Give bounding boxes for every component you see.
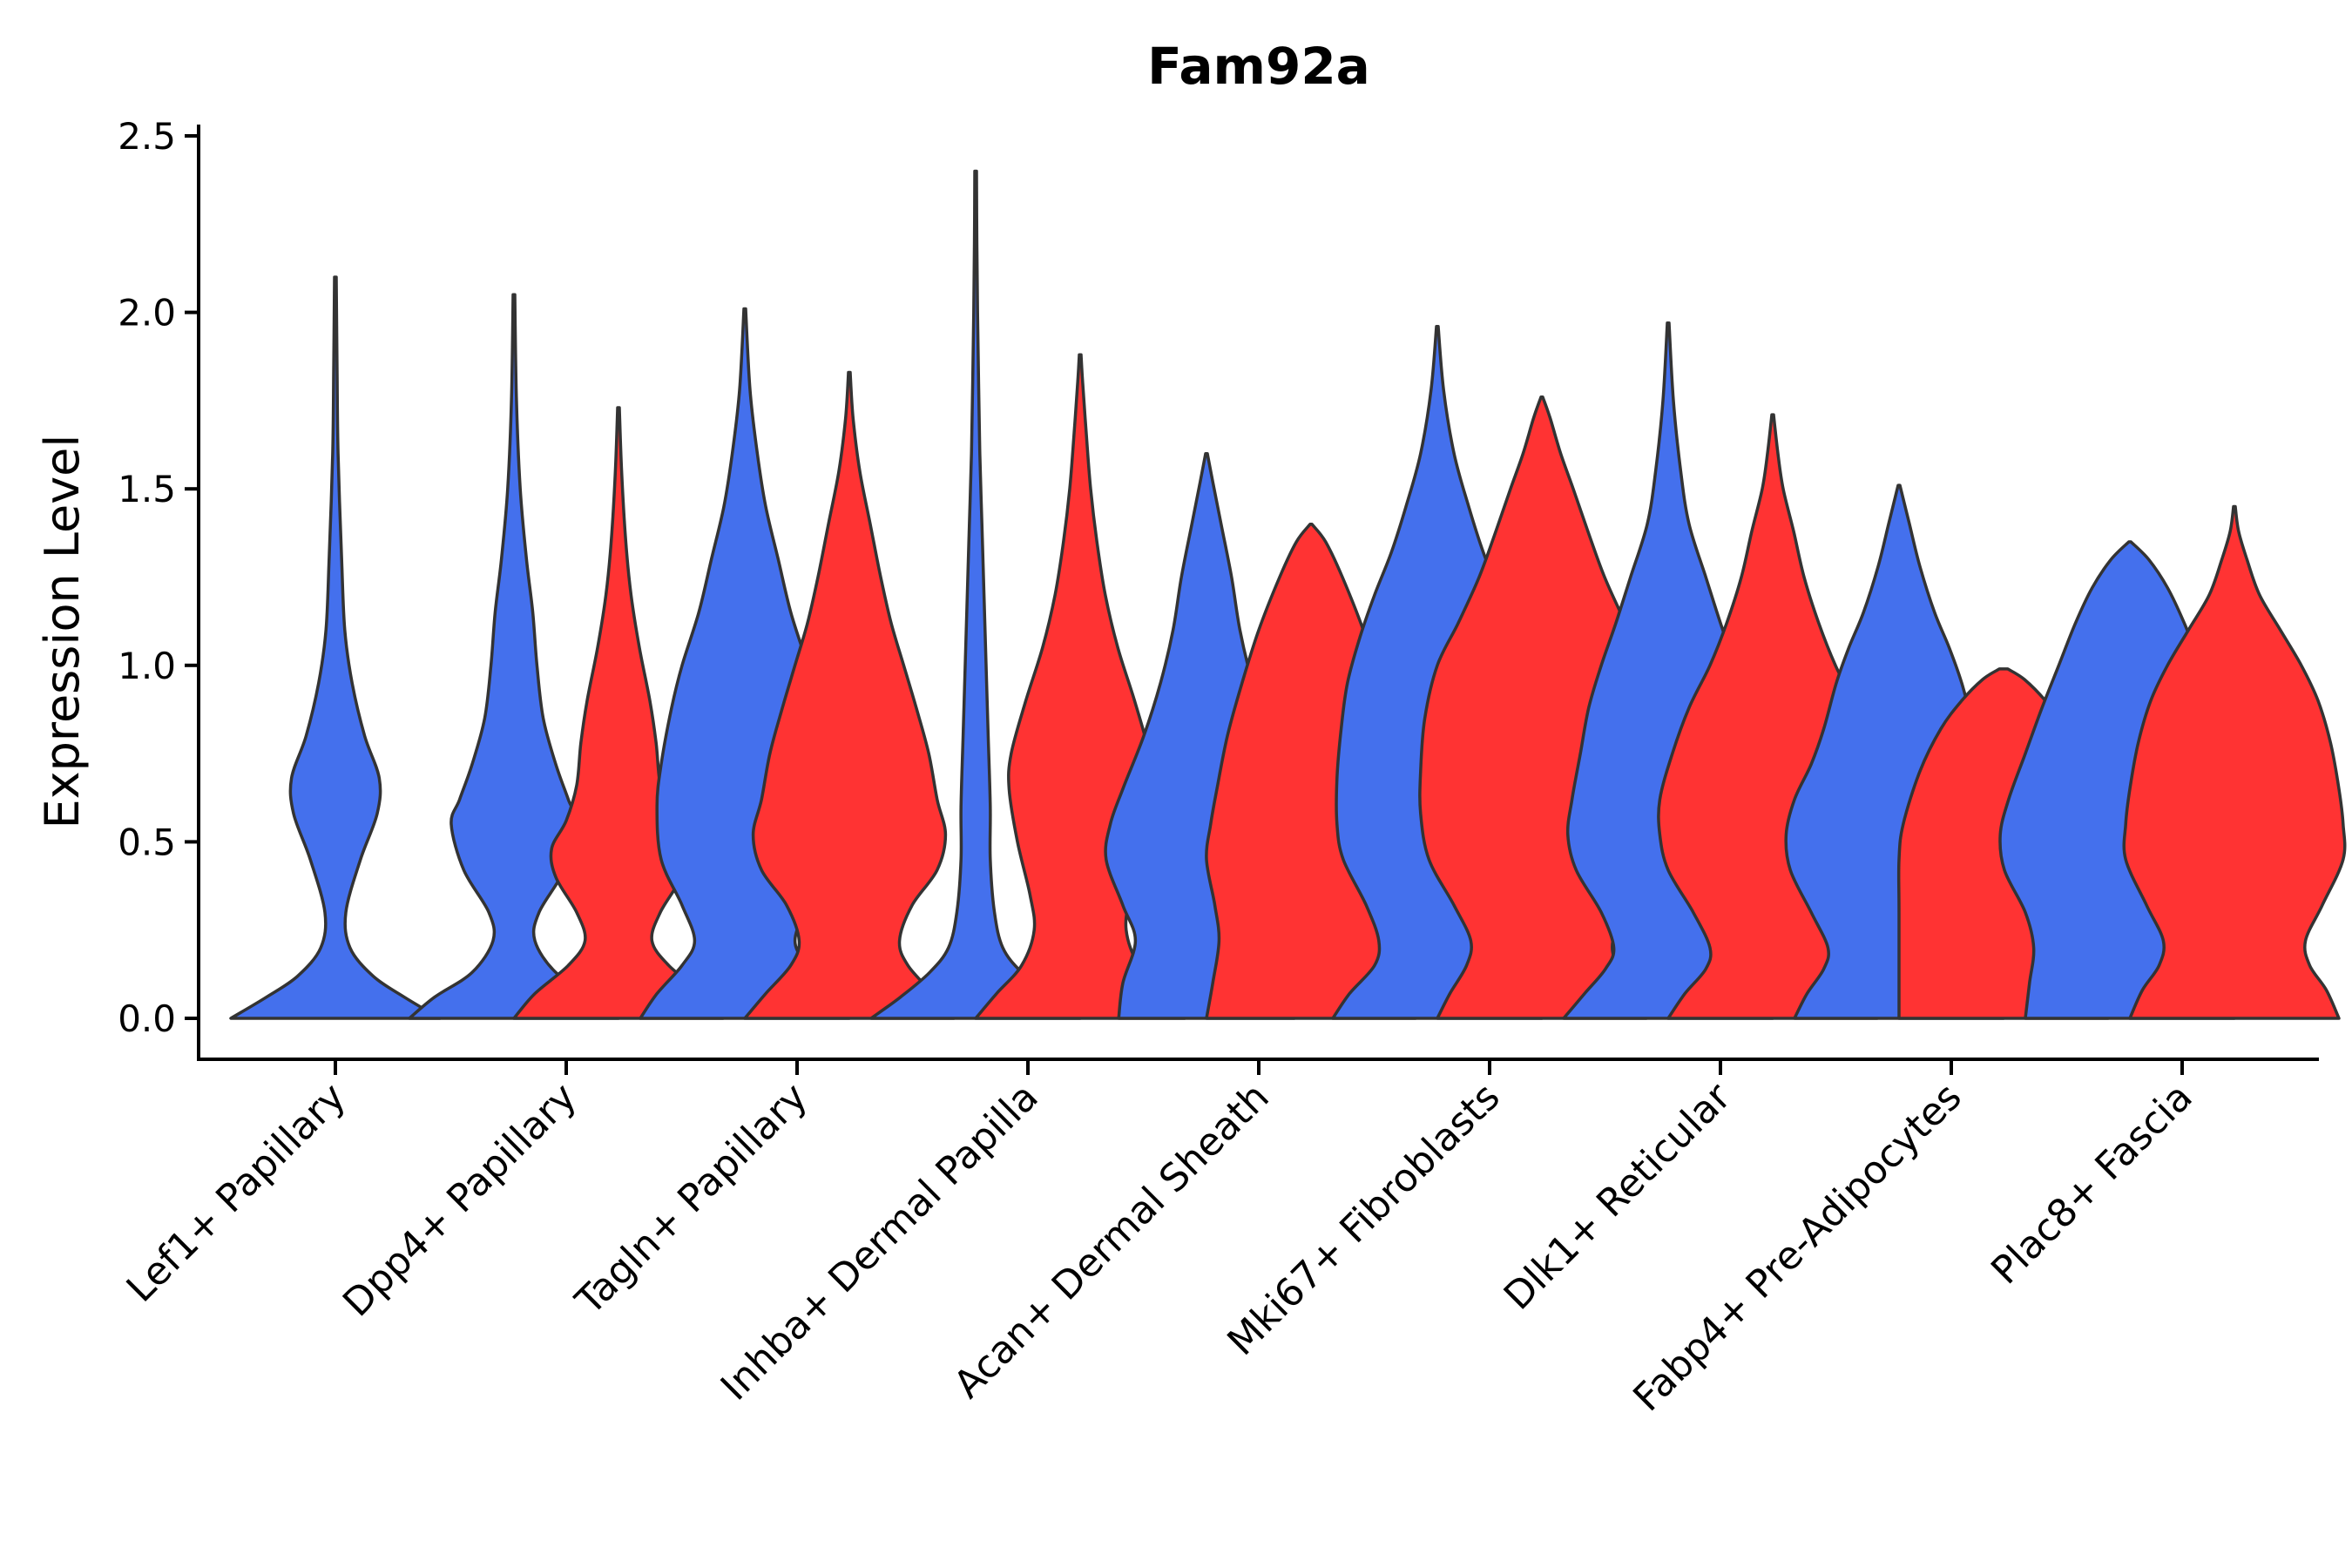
violin-blue: [229, 275, 442, 1020]
y-tick-label: 0.0: [118, 997, 176, 1040]
violin-red: [743, 370, 956, 1020]
violin-blue: [869, 169, 1082, 1020]
y-tick-label: 1.5: [118, 468, 176, 510]
violin-red: [2122, 504, 2347, 1020]
violins-layer: [229, 169, 2347, 1020]
y-tick-label: 2.0: [118, 292, 176, 335]
y-tick-label: 0.5: [118, 821, 176, 863]
chart-title: Fam92a: [1147, 37, 1370, 96]
y-axis-label: Expression Level: [35, 435, 90, 829]
y-tick-label: 1.0: [118, 645, 176, 687]
y-tick-label: 2.5: [118, 115, 176, 158]
y-axis-ticks: 0.0 0.5 1.0 1.5 2.0 2.5: [118, 115, 199, 1040]
